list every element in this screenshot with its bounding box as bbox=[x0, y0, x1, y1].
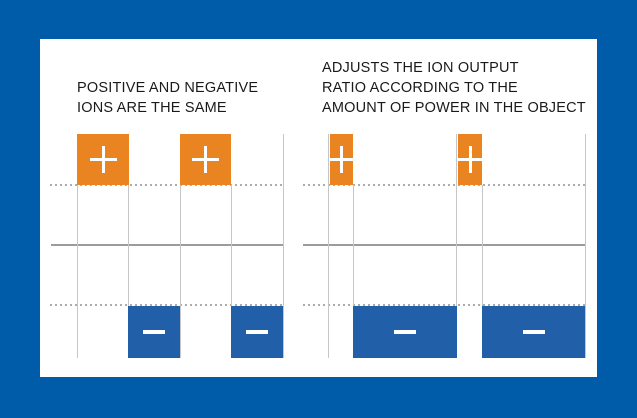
negative-ion-bar bbox=[231, 306, 283, 358]
vertical-grid-line bbox=[585, 134, 586, 358]
title-line: IONS ARE THE SAME bbox=[77, 100, 227, 116]
plus-icon bbox=[89, 146, 117, 173]
vertical-grid-line bbox=[456, 134, 457, 358]
vertical-grid-line bbox=[231, 185, 232, 358]
vertical-grid-line bbox=[180, 185, 181, 358]
title-line: RATIO ACCORDING TO THE bbox=[322, 80, 518, 96]
title-line: AMOUNT OF POWER IN THE OBJECT bbox=[322, 100, 586, 116]
vertical-grid-line bbox=[328, 134, 329, 358]
left-chart-title: POSITIVE AND NEGATIVE IONS ARE THE SAME bbox=[77, 78, 258, 118]
vertical-grid-line bbox=[482, 185, 483, 358]
negative-ion-bar-wide bbox=[482, 306, 585, 358]
dotted-line-negative-level-right bbox=[303, 304, 585, 306]
right-chart-title: ADJUSTS THE ION OUTPUT RATIO ACCORDING T… bbox=[322, 58, 586, 118]
vertical-grid-line bbox=[353, 185, 354, 358]
title-line: ADJUSTS THE ION OUTPUT bbox=[322, 60, 519, 76]
vertical-grid-line bbox=[77, 185, 78, 358]
dotted-line-positive-level-right bbox=[303, 184, 585, 186]
positive-ion-bar bbox=[180, 134, 231, 185]
plus-icon bbox=[458, 146, 482, 173]
dotted-line-negative-level-left bbox=[50, 304, 284, 306]
positive-ion-bar-narrow bbox=[458, 134, 482, 185]
vertical-grid-line bbox=[283, 134, 284, 358]
title-line: POSITIVE AND NEGATIVE bbox=[77, 80, 259, 96]
minus-icon bbox=[143, 330, 165, 334]
plus-icon bbox=[330, 146, 353, 173]
axis-line-left bbox=[51, 244, 284, 246]
dotted-line-positive-level-left bbox=[50, 184, 284, 186]
vertical-grid-line bbox=[128, 185, 129, 358]
axis-line-right bbox=[303, 244, 585, 246]
plus-icon bbox=[192, 146, 219, 173]
positive-ion-bar bbox=[77, 134, 129, 185]
negative-ion-bar bbox=[128, 306, 180, 358]
positive-ion-bar-narrow bbox=[330, 134, 353, 185]
minus-icon bbox=[246, 330, 268, 334]
negative-ion-bar-wide bbox=[353, 306, 457, 358]
minus-icon bbox=[394, 330, 416, 334]
minus-icon bbox=[522, 330, 545, 334]
